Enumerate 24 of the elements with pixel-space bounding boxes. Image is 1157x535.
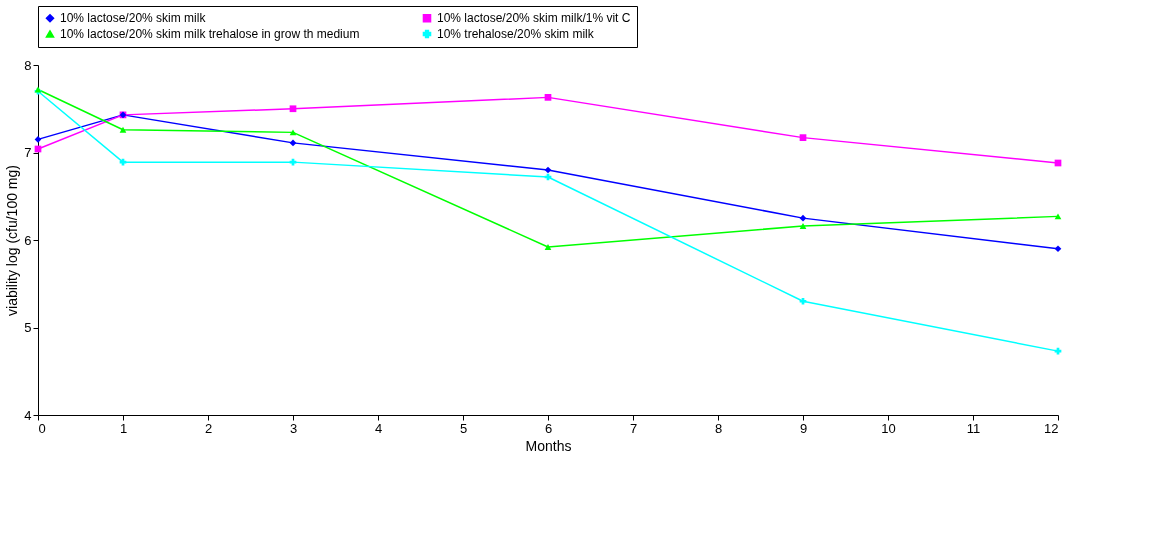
x-tick-label: 8 — [714, 420, 723, 436]
x-tick-label: 7 — [629, 420, 638, 436]
x-axis-title: Months — [525, 437, 572, 454]
y-tick-label: 6 — [24, 232, 32, 248]
legend-label: 10% lactose/20% skim milk — [60, 11, 207, 26]
legend-label: 10% lactose/20% skim milk trehalose in grow th medium — [60, 27, 360, 41]
y-tick-label: 8 — [24, 57, 32, 73]
x-tick-label: 4 — [374, 420, 383, 436]
x-tick-label: 2 — [204, 420, 213, 436]
x-tick-label: 3 — [289, 420, 298, 436]
y-axis-title: viability log (cfu/100 mg) — [4, 165, 21, 316]
x-tick-label: 9 — [799, 420, 808, 436]
x-tick-label: 1 — [119, 420, 128, 436]
x-tick-label: 12 — [1044, 420, 1059, 436]
y-tick-label: 4 — [24, 407, 32, 423]
x-tick-label: 5 — [459, 420, 468, 436]
x-tick-label: 11 — [966, 420, 981, 436]
y-tick-label: 7 — [24, 145, 32, 160]
legend-label: 10% lactose/20% skim milk/1% vit C — [437, 11, 631, 26]
x-tick-label: 6 — [544, 420, 553, 436]
legend-label: 10% trehalose/20% skim milk — [437, 27, 595, 41]
x-tick-label: 10 — [881, 420, 896, 436]
y-tick-label: 5 — [24, 320, 32, 335]
x-tick-label: 0 — [38, 420, 46, 436]
